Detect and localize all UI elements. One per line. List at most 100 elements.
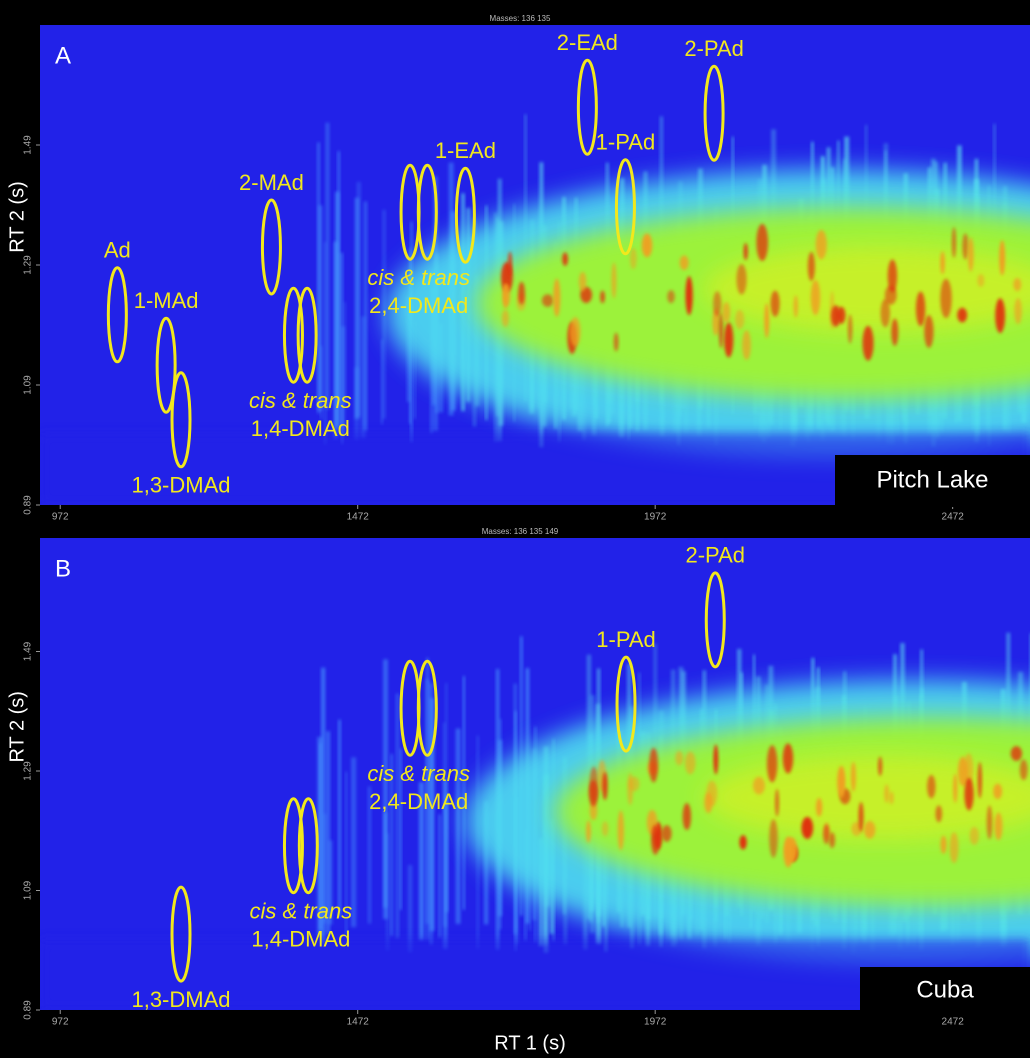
hotspot — [586, 820, 591, 843]
streak — [323, 242, 327, 445]
hotspot — [613, 332, 619, 352]
x-tick-label: 972 — [52, 1017, 69, 1028]
streak — [380, 339, 384, 425]
peak-marker — [576, 58, 598, 156]
hotspot — [801, 816, 814, 840]
hotspot — [822, 824, 830, 845]
peak-marker — [416, 163, 438, 261]
peak-marker — [155, 316, 177, 414]
hotspot — [884, 784, 890, 803]
hotspot — [815, 798, 823, 817]
streak — [323, 813, 327, 924]
peak-marker — [454, 166, 476, 264]
hotspot — [977, 274, 985, 287]
streak — [363, 201, 368, 431]
hotspot — [736, 264, 747, 295]
streak — [429, 683, 433, 945]
hotspot — [889, 791, 894, 805]
peak-label: 1-MAd — [134, 288, 199, 313]
peak-marker — [282, 286, 304, 384]
y-tick-label: 1.49 — [23, 641, 34, 661]
hotspot — [967, 237, 974, 272]
peak-label: 1-EAd — [435, 138, 496, 163]
panel-letter: A — [55, 42, 71, 69]
hotspot — [994, 812, 1003, 841]
streak — [345, 771, 348, 935]
hotspot — [718, 312, 724, 349]
peak-label: 1,4-DMAd — [251, 416, 350, 441]
peak-marker — [297, 797, 319, 895]
hotspot — [629, 247, 637, 270]
hotspot — [783, 836, 794, 868]
hotspot — [793, 295, 799, 318]
hotspot — [887, 259, 898, 293]
hotspot — [503, 283, 508, 309]
peak-label: 2-PAd — [686, 543, 746, 568]
hotspot — [864, 820, 876, 839]
peak-label: 2-EAd — [557, 30, 618, 55]
x-tick-label: 1472 — [347, 1017, 370, 1028]
hotspot — [924, 315, 934, 348]
sample-box — [860, 967, 1030, 1015]
hotspot — [891, 318, 899, 346]
streak — [325, 122, 330, 410]
peak-marker — [260, 198, 282, 296]
peak-label: cis & trans — [250, 899, 353, 924]
hotspot — [684, 751, 696, 775]
streak — [455, 728, 461, 924]
y-tick-label: 1.29 — [23, 761, 34, 781]
hotspot — [675, 750, 684, 766]
hotspot — [969, 826, 979, 845]
streak — [426, 657, 429, 941]
hotspot — [739, 835, 747, 850]
hotspot — [685, 276, 693, 316]
y-axis-label: RT 2 (s) — [6, 181, 28, 253]
hotspot — [600, 290, 605, 304]
hotspot — [770, 290, 780, 317]
hotspot — [829, 832, 836, 849]
hotspot — [742, 330, 751, 360]
hotspot — [679, 255, 689, 271]
peak-marker — [614, 158, 636, 256]
streak — [399, 748, 402, 910]
hotspot — [611, 262, 617, 299]
y-tick-label: 1.09 — [23, 880, 34, 900]
streak — [443, 780, 448, 949]
hotspot — [940, 278, 952, 319]
y-axis-label: RT 2 (s) — [6, 691, 28, 763]
streak — [337, 151, 341, 405]
hotspot — [831, 305, 841, 327]
y-tick-label: 0.89 — [23, 1000, 34, 1020]
streak — [318, 205, 323, 411]
hotspot — [766, 745, 778, 783]
hotspot — [704, 792, 713, 813]
x-axis-label: RT 1 (s) — [494, 1032, 566, 1054]
peak-label: 2-MAd — [239, 170, 304, 195]
hotspot — [569, 317, 581, 347]
streak — [395, 693, 400, 939]
y-tick-label: 1.29 — [23, 255, 34, 275]
peak-marker — [416, 659, 438, 757]
hotspot — [847, 314, 853, 344]
hotspot — [735, 309, 745, 330]
hotspot — [578, 271, 587, 292]
streak — [413, 321, 416, 419]
hotspot — [884, 285, 897, 305]
peak-label: 1-PAd — [596, 627, 656, 652]
x-tick-label: 972 — [52, 512, 69, 523]
streak — [408, 865, 413, 953]
streak — [356, 181, 361, 417]
hotspot — [541, 294, 554, 307]
hotspot — [641, 233, 653, 258]
hotspot — [949, 832, 959, 864]
hotspot — [1013, 278, 1022, 292]
hotspot — [722, 302, 731, 323]
hotspot — [667, 290, 675, 304]
peak-label: Ad — [104, 238, 131, 263]
streak — [390, 753, 393, 937]
streak — [367, 786, 372, 924]
streak — [338, 719, 341, 918]
streak — [354, 367, 360, 440]
hotspot — [650, 824, 660, 855]
